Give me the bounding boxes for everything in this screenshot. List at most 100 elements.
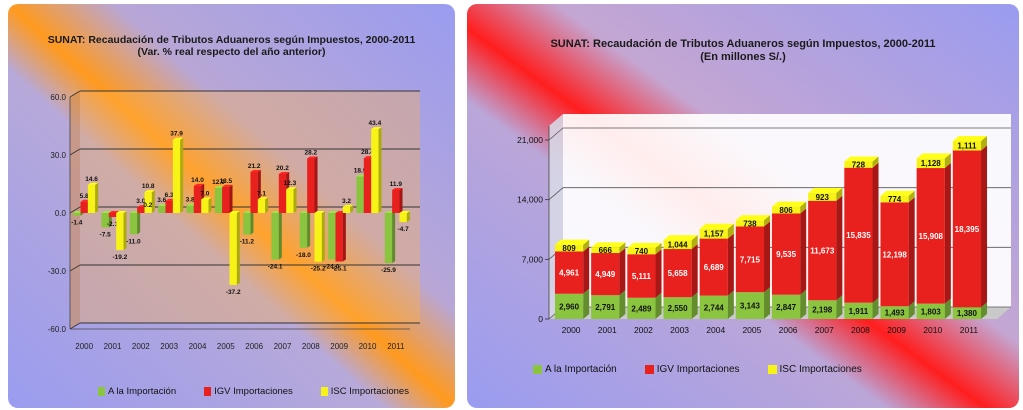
right-bar-top [735,215,771,221]
legend-swatch-green [98,387,105,396]
left-bar-top [392,187,403,190]
left-y-tick-label: -30.0 [48,267,67,276]
right-chart-subtitle: (En millones S/.) [700,51,786,63]
left-x-tick-label: 2001 [104,342,122,351]
right-bar-side [981,135,988,151]
right-x-tick-label: 2006 [779,325,798,335]
right-data-label: 2,744 [704,303,725,312]
right-bar-top [591,242,626,248]
left-bar-side [265,197,269,213]
right-data-label: 728 [852,161,866,170]
left-bar-top [172,137,184,140]
right-data-label: 15,835 [846,231,871,240]
right-bar-a-la-importaci-n [699,295,728,319]
left-data-label: 3.2 [342,198,351,205]
left-data-label: 37.9 [170,131,183,138]
left-data-label-extra: 0.2 [143,202,152,209]
left-data-label: 3.6 [157,197,166,204]
right-data-label: 6,689 [704,263,725,272]
right-bar-side [583,239,590,252]
left-bar-side [293,187,297,213]
left-bar-side [307,211,311,248]
right-bar-top [952,135,988,141]
right-bar-side [619,242,626,254]
right-bar-side [764,287,771,319]
right-bar-top [554,239,590,245]
left-bar-side [314,156,318,213]
left-data-label: -1.4 [71,220,83,227]
left-gridline-depth [69,322,81,330]
right-bar-side [981,145,988,308]
left-data-label: 13.5 [220,178,233,185]
right-bar-side [727,233,734,296]
right-bar-top [844,156,879,162]
right-data-label: 1,044 [668,241,689,250]
right-data-label: 1,911 [849,307,869,316]
left-data-label: -25.1 [332,266,347,273]
right-bar-igv-importaciones [880,202,909,307]
left-bar-isc-importaciones [342,206,351,213]
left-gridline-depth [69,90,81,98]
right-bar-igv-importaciones [771,213,801,295]
left-data-label: 20.2 [276,165,289,172]
right-bar-side [944,298,951,319]
legend-item-igv: IGV Importaciones [204,386,293,397]
left-bar-top [328,211,339,213]
left-bar-top [314,211,325,213]
left-data-label: 7.0 [200,190,209,197]
left-chart-legend: A la Importación IGV Importaciones ISC I… [98,386,437,397]
left-bar-a-la-importaci-n [384,213,393,264]
left-bar-top [307,156,318,159]
right-bar-top [663,235,698,241]
right-data-label: 2,791 [595,303,616,312]
right-chart-title-block: SUNAT: Recaudación de Tributos Aduaneros… [467,38,1019,64]
right-bar-igv-importaciones [554,251,584,294]
right-bar-side [619,290,626,319]
left-bar-top [286,187,297,190]
right-bar-a-la-importaci-n [627,297,656,319]
left-bar-a-la-importaci-n [186,205,194,213]
left-data-label: 18.9 [354,167,367,174]
left-bar-a-la-importaci-n [243,213,251,235]
legend-label: IGV Importaciones [214,386,293,397]
right-bar-a-la-importaci-n [844,302,873,319]
left-bar-a-la-importaci-n [271,213,279,260]
left-chart-subtitle: (Var. % real respecto del año anterior) [137,46,326,58]
left-bar-igv-importaciones [392,189,400,213]
right-bar-side [727,223,734,239]
right-bar-a-la-importaci-n [735,292,765,319]
right-bar-side [583,246,590,294]
right-x-tick-label: 2010 [923,325,942,335]
left-bar-a-la-importaci-n [129,213,138,235]
left-chart-svg: 60.0 30.0 0.0 -30.0 -60.0 2000 2001 2002 2003 200… [8,4,455,408]
right-x-tick-label: 2002 [634,325,653,335]
right-bar-side [944,153,951,169]
left-bar-side [180,137,184,213]
right-data-label: 809 [562,244,576,253]
left-bar-side [250,211,254,235]
left-x-tick-label: 2006 [245,342,263,351]
right-bar-igv-importaciones [952,150,982,308]
left-bar-side [137,211,141,235]
right-bar-side [908,301,915,319]
left-bar-top [278,171,290,174]
right-bar-side [800,208,807,295]
right-y-tick-label: 14,000 [517,195,543,205]
right-bar-side [655,249,662,298]
right-data-label: 12,198 [882,250,907,259]
left-bar-isc-importaciones [286,189,294,213]
right-bar-a-la-importaci-n [554,293,584,319]
right-data-label: 1,803 [921,307,942,316]
left-data-label: 12.9 [212,179,225,186]
left-bar-isc-importaciones [257,199,266,213]
right-x-tick-label: 2005 [742,325,761,335]
left-data-label: 11.9 [390,181,403,188]
right-data-label: 4,961 [559,269,580,278]
left-gridline-depth [69,148,81,156]
legend-item-isc: ISC Importaciones [320,386,409,397]
left-bar-side [378,127,382,213]
left-bar-igv-importaciones [363,158,372,213]
right-data-label: 740 [635,247,649,256]
right-bar-igv-importaciones [808,200,837,301]
left-bar-top [193,183,205,186]
